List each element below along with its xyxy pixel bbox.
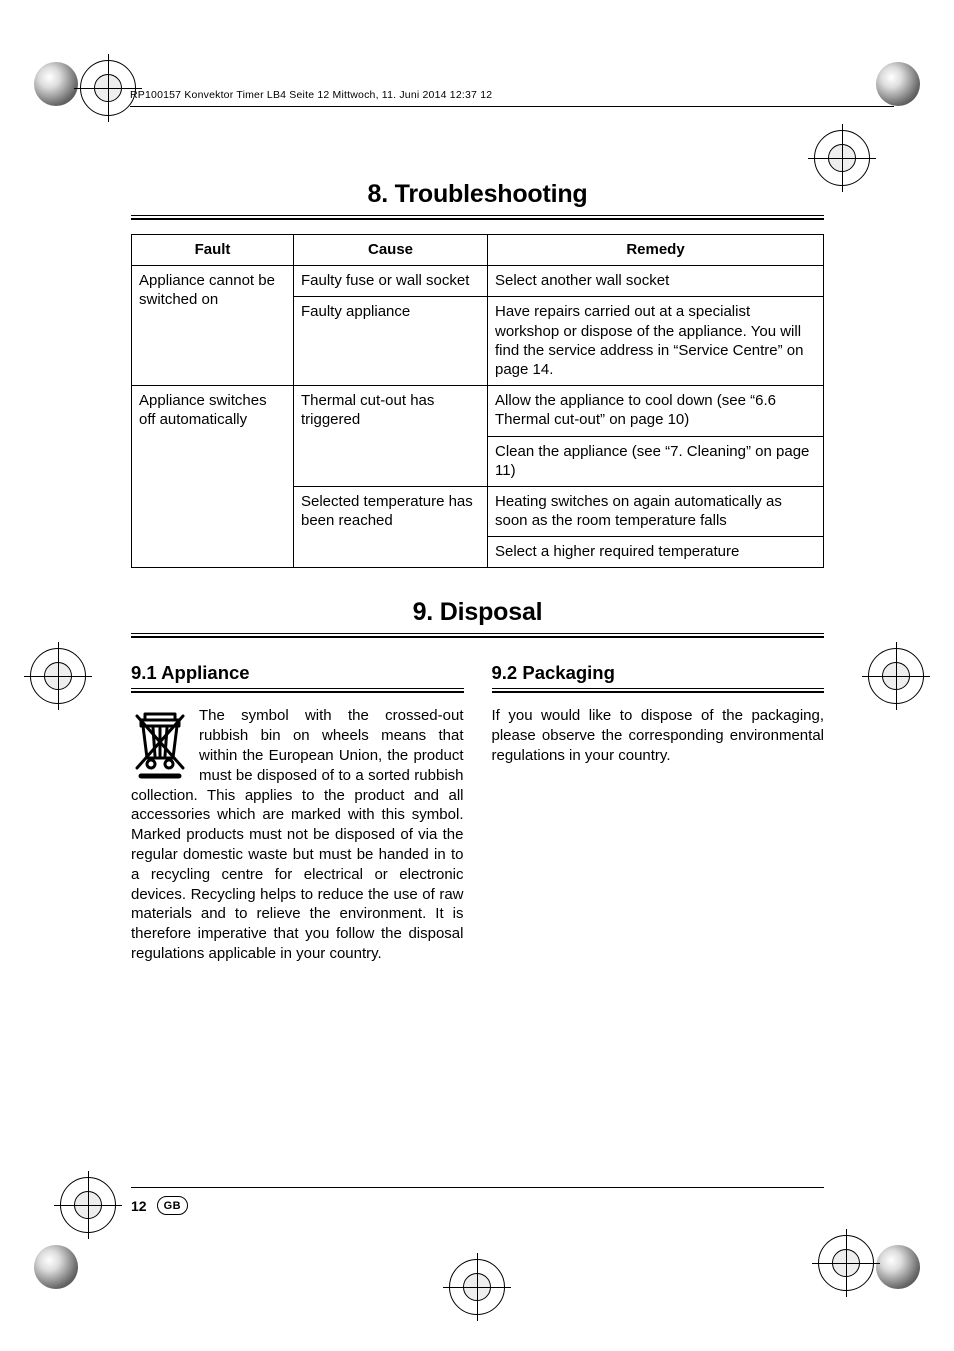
col-header-remedy: Remedy <box>488 235 824 266</box>
section-title-disposal: 9. Disposal <box>131 598 824 627</box>
registration-mark-bottom-right <box>818 1235 874 1291</box>
col-header-cause: Cause <box>294 235 488 266</box>
page-footer: 12 GB <box>131 1187 824 1215</box>
language-badge: GB <box>157 1196 189 1215</box>
registration-mark-bottom-center <box>449 1259 505 1315</box>
cell-remedy: Have repairs carried out at a specialist… <box>488 297 824 386</box>
cell-remedy: Select another wall socket <box>488 266 824 297</box>
page-content: 8. Troubleshooting Fault Cause Remedy Ap… <box>131 180 824 964</box>
table-row: Appliance cannot be switched on Faulty f… <box>132 266 824 297</box>
page-number: 12 <box>131 1198 147 1214</box>
section-rule <box>131 633 824 638</box>
color-dot-top-right <box>876 62 920 106</box>
color-dot-bottom-left <box>34 1245 78 1289</box>
cell-cause: Faulty fuse or wall socket <box>294 266 488 297</box>
print-job-header-rule <box>130 106 894 107</box>
table-header-row: Fault Cause Remedy <box>132 235 824 266</box>
section-title-troubleshooting: 8. Troubleshooting <box>131 180 824 209</box>
color-dot-top-left <box>34 62 78 106</box>
registration-mark-mid-right <box>868 648 924 704</box>
registration-mark-top-right <box>814 130 870 186</box>
packaging-disposal-text: If you would like to dispose of the pack… <box>492 706 825 765</box>
registration-mark-top-left <box>80 60 136 116</box>
weee-bin-icon <box>131 708 189 780</box>
subsection-rule <box>131 688 464 693</box>
cell-remedy: Clean the appliance (see “7. Cleaning” o… <box>488 436 824 486</box>
cell-cause: Faulty appliance <box>294 297 488 386</box>
footer-rule <box>131 1187 824 1188</box>
troubleshooting-table: Fault Cause Remedy Appliance cannot be s… <box>131 234 824 568</box>
section-rule <box>131 215 824 220</box>
disposal-appliance-column: 9.1 Appliance <box>131 662 464 963</box>
cell-cause: Thermal cut-out has triggered <box>294 386 488 487</box>
print-job-header: RP100157 Konvektor Timer LB4 Seite 12 Mi… <box>130 89 492 101</box>
table-row: Appliance switches off automatically The… <box>132 386 824 436</box>
col-header-fault: Fault <box>132 235 294 266</box>
subsection-heading-packaging: 9.2 Packaging <box>492 662 825 684</box>
cell-remedy: Allow the appliance to cool down (see “6… <box>488 386 824 436</box>
disposal-packaging-column: 9.2 Packaging If you would like to dispo… <box>492 662 825 963</box>
cell-fault: Appliance cannot be switched on <box>132 266 294 386</box>
cell-fault: Appliance switches off automatically <box>132 386 294 568</box>
cell-remedy: Heating switches on again automatically … <box>488 486 824 536</box>
subsection-heading-appliance: 9.1 Appliance <box>131 662 464 684</box>
color-dot-bottom-right <box>876 1245 920 1289</box>
cell-remedy: Select a higher required temperature <box>488 537 824 568</box>
registration-mark-mid-left <box>30 648 86 704</box>
disposal-columns: 9.1 Appliance <box>131 662 824 963</box>
registration-mark-bottom-left <box>60 1177 116 1233</box>
subsection-rule <box>492 688 825 693</box>
cell-cause: Selected temperature has been reached <box>294 486 488 568</box>
